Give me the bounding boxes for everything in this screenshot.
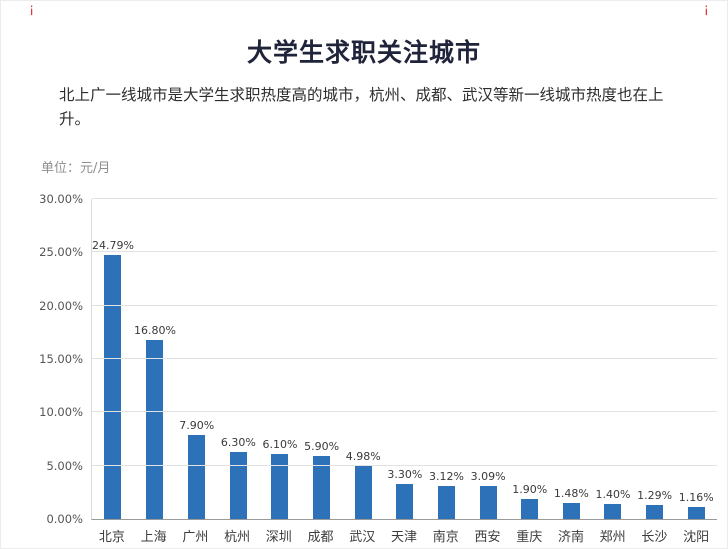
x-tick-label: 广州: [182, 530, 209, 545]
x-tick-label: 北京: [98, 530, 125, 545]
chart-subtitle: 北上广一线城市是大学生求职热度高的城市，杭州、成都、武汉等新一线城市热度也在上升…: [59, 86, 664, 129]
y-tick-label: 15.00%: [39, 352, 83, 366]
bar: [271, 453, 289, 519]
x-tick-label: 沈阳: [683, 530, 710, 545]
bar: [313, 456, 331, 519]
bar-value-label: 3.09%: [470, 470, 506, 484]
unit-label: 单位：元/月: [41, 161, 111, 176]
x-tick-label: 长沙: [641, 530, 668, 545]
x-tick-label: 南京: [432, 530, 459, 545]
corner-mark-right: ¡: [703, 2, 709, 17]
chart-title: 大学生求职关注城市: [246, 38, 481, 67]
y-tick-label: 0.00%: [46, 512, 83, 526]
bar: [437, 485, 455, 519]
bar-column: 6.30%: [218, 199, 260, 519]
x-tick-label: 武汉: [349, 530, 376, 545]
bar-value-label: 1.90%: [512, 482, 548, 496]
x-tick-label: 杭州: [224, 530, 251, 545]
corner-mark-left: ¡: [29, 2, 35, 17]
gridline: [92, 464, 717, 466]
gridline: [92, 411, 717, 413]
bar: [146, 339, 164, 519]
bar-column: 1.16%: [675, 199, 717, 519]
x-tick-label: 西安: [474, 530, 501, 545]
y-tick-label: 10.00%: [39, 405, 83, 420]
bar-value-label: 6.10%: [262, 437, 298, 451]
bar-column: 1.40%: [592, 199, 634, 519]
x-tick-label: 重庆: [516, 530, 543, 545]
x-tick-label: 郑州: [599, 530, 626, 545]
bar-value-label: 3.30%: [387, 467, 423, 481]
x-tick-label: 成都: [307, 530, 334, 545]
bar-column: 3.12%: [426, 199, 468, 519]
bar-column: 1.29%: [634, 199, 676, 519]
gridline: [92, 304, 717, 306]
gridline: [92, 251, 717, 253]
gridline: [92, 198, 717, 199]
bar: [188, 434, 206, 519]
bar-value-label: 1.16%: [678, 490, 714, 504]
bar-value-label: 1.29%: [637, 489, 673, 503]
x-tick-label: 天津: [391, 530, 418, 545]
x-tick-label: 上海: [140, 530, 167, 545]
bar-column: 5.90%: [301, 199, 343, 519]
bars-row: 24.79% 16.80% 7.90% 6.30% 6.10% 5.90% 4.98% 3.3…: [92, 199, 717, 519]
x-axis: 北京 上海 广州 杭州 深圳 成都 武汉 天津 南京 西安 重庆 济南 郑州 长沙 沈阳: [91, 526, 717, 545]
bar-value-label: 5.90%: [304, 440, 340, 454]
bar-column: 1.48%: [551, 199, 593, 519]
bar: [521, 498, 539, 519]
plot-area: 24.79% 16.80% 7.90% 6.30% 6.10% 5.90% 4.98% 3.3…: [91, 198, 717, 520]
bar: [396, 483, 414, 519]
y-tick-label: 25.00%: [39, 245, 83, 260]
bar-value-label: 3.12%: [428, 469, 464, 483]
bar-chart: 0.00% 5.00% 10.00% 15.00% 20.00% 25.00% 30.00%…: [39, 192, 717, 545]
bar-column: 24.79%: [92, 199, 134, 519]
y-axis: 0.00% 5.00% 10.00% 15.00% 20.00% 25.00% 30.00%: [39, 192, 91, 526]
bar: [562, 503, 580, 519]
bar-value-label: 6.30%: [220, 435, 256, 449]
bar: [104, 254, 122, 519]
x-tick-label: 济南: [557, 530, 584, 545]
bar-column: 3.09%: [467, 199, 509, 519]
bar-column: 6.10%: [259, 199, 301, 519]
bar: [479, 486, 497, 519]
bar: [604, 504, 622, 519]
bar-column: 16.80%: [134, 199, 176, 519]
y-tick-label: 30.00%: [39, 192, 83, 206]
bar: [229, 451, 247, 519]
bar-column: 7.90%: [176, 199, 218, 519]
bar-value-label: 1.40%: [595, 488, 631, 502]
bar-column: 4.98%: [342, 199, 384, 519]
gridline: [92, 358, 717, 359]
bar-value-label: 7.90%: [179, 418, 215, 432]
x-tick-label: 深圳: [265, 530, 292, 545]
bar-value-label: 16.80%: [133, 323, 176, 337]
bar-column: 1.90%: [509, 199, 551, 519]
bar-column: 3.30%: [384, 199, 426, 519]
bar-value-label: 1.48%: [553, 487, 589, 501]
bar-value-label: 24.79%: [92, 238, 134, 252]
bar: [646, 505, 664, 519]
y-tick-label: 20.00%: [39, 298, 83, 313]
y-tick-label: 5.00%: [46, 458, 83, 473]
bar-value-label: 4.98%: [345, 449, 381, 463]
bar: [687, 506, 705, 519]
bar: [354, 465, 372, 519]
